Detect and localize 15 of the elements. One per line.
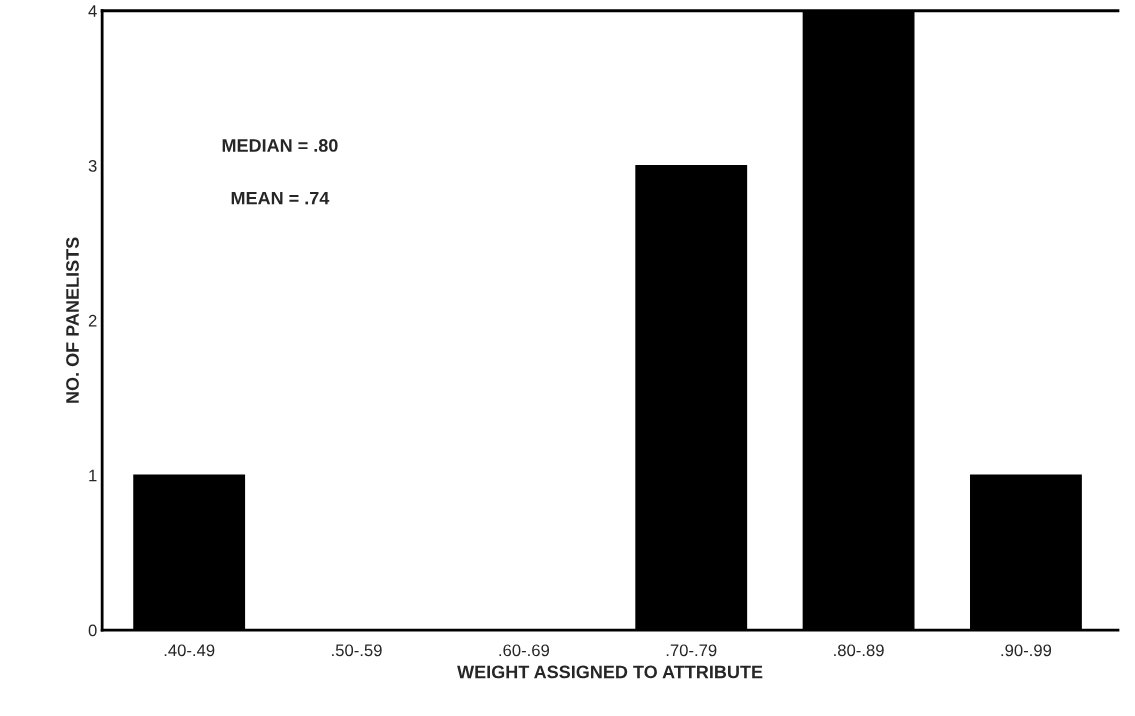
x-tick-label: .80-.89 <box>834 644 884 657</box>
x-tick-label: .90-.99 <box>1001 644 1052 657</box>
x-axis-title: WEIGHT ASSIGNED TO ATTRIBUTE <box>457 665 763 679</box>
y-axis-title: NO. OF PANELISTS <box>66 237 79 403</box>
annotation: MEDIAN = .80 <box>222 139 338 152</box>
y-tick-label: 2 <box>88 314 97 327</box>
y-tick-label: 4 <box>88 5 97 17</box>
x-tick-label: .70-.79 <box>666 644 717 657</box>
annotation: MEAN = .74 <box>231 191 330 205</box>
y-tick-label: 0 <box>88 624 97 637</box>
y-tick-label: 1 <box>89 469 97 482</box>
y-tick-label: 3 <box>88 159 97 172</box>
x-tick-label: .60-.69 <box>499 644 550 657</box>
x-tick-label: .50-.59 <box>332 644 382 657</box>
x-tick-label: .40-.49 <box>164 644 215 657</box>
